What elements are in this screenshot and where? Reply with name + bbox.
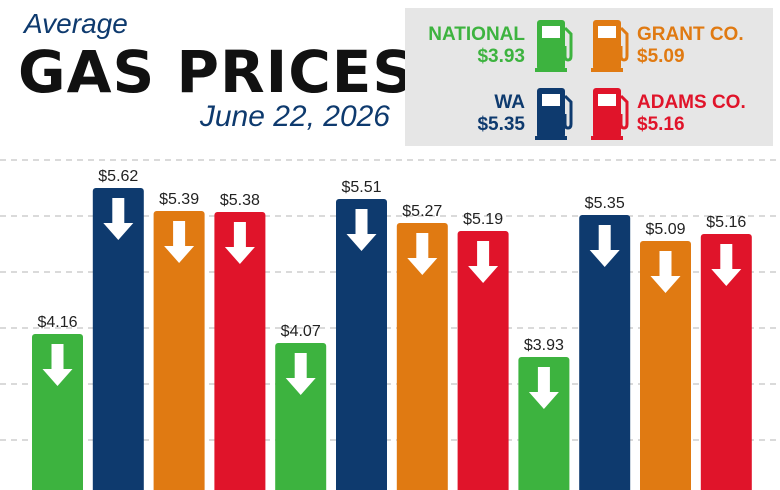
data-label: $4.07: [281, 323, 321, 340]
bar-group: $3.93: [518, 337, 570, 490]
bar: [92, 188, 144, 490]
bar: [396, 223, 448, 490]
legend-name: NATIONAL: [428, 24, 525, 45]
legend-price: $5.35: [477, 114, 525, 135]
down-arrow-icon: [346, 209, 377, 251]
bar-group: $4.16: [32, 314, 83, 490]
bar-group: $5.35: [579, 195, 631, 490]
title-block: Average GAS PRICES June 22, 2026: [14, 4, 414, 134]
bar-chart: $4.16 $5.62 $5.39 $5.38 $4.07 $5.51 $5.27 $5.19…: [0, 159, 780, 490]
gas-pump-icon: [535, 20, 573, 72]
data-label: $4.16: [37, 314, 77, 331]
data-label: $5.51: [341, 179, 381, 196]
down-arrow-icon: [224, 222, 255, 264]
data-label: $5.39: [159, 191, 199, 208]
down-arrow-icon: [42, 344, 73, 386]
down-arrow-icon: [164, 221, 195, 263]
bar: [518, 357, 570, 490]
down-arrow-icon: [650, 251, 681, 293]
bar: [579, 215, 631, 490]
legend: NATIONAL $3.93 GRANT CO. $5.09 WA $5.35 …: [405, 8, 773, 146]
data-label: $5.19: [463, 211, 503, 228]
data-label: $5.16: [706, 214, 746, 231]
down-arrow-icon: [711, 244, 742, 286]
bar-group: $5.27: [396, 203, 448, 490]
bar-group: $4.07: [275, 323, 327, 490]
legend-item-adams-co: ADAMS CO. $5.16: [589, 80, 773, 144]
data-label: $5.38: [220, 192, 260, 209]
down-arrow-icon: [407, 233, 438, 275]
data-label: $5.35: [585, 195, 625, 212]
bar-group: $5.39: [153, 191, 205, 490]
bar: [457, 231, 509, 490]
bar: [153, 211, 205, 490]
legend-name: ADAMS CO.: [637, 92, 746, 113]
gas-pump-icon: [591, 20, 629, 72]
data-label: $3.93: [524, 337, 564, 354]
bar-group: $5.38: [214, 192, 266, 490]
down-arrow-icon: [285, 353, 316, 395]
title-overline: Average: [24, 8, 128, 39]
bar-group: $5.16: [700, 214, 752, 490]
gas-pump-icon: [591, 88, 629, 140]
down-arrow-icon: [589, 225, 620, 267]
down-arrow-icon: [468, 241, 499, 283]
legend-item-grant-co: GRANT CO. $5.09: [589, 12, 773, 76]
page-title: GAS PRICES: [18, 38, 416, 106]
bar: [336, 199, 387, 490]
legend-price: $5.16: [637, 114, 685, 135]
legend-name: GRANT CO.: [637, 24, 744, 45]
legend-item-wa: WA $5.35: [405, 80, 589, 144]
bar: [32, 334, 83, 490]
legend-item-national: NATIONAL $3.93: [405, 12, 589, 76]
title-date: June 22, 2026: [199, 100, 390, 133]
gas-pump-icon: [535, 88, 573, 140]
down-arrow-icon: [528, 367, 559, 409]
bar-group: $5.09: [640, 221, 691, 490]
data-label: $5.27: [402, 203, 442, 220]
bar-group: $5.51: [336, 179, 387, 490]
bar: [214, 212, 266, 490]
data-label: $5.09: [645, 221, 685, 238]
bar-group: $5.62: [92, 168, 144, 490]
legend-price: $5.09: [637, 46, 685, 67]
bar-group: $5.19: [457, 211, 509, 490]
legend-name: WA: [494, 92, 525, 113]
legend-price: $3.93: [477, 46, 525, 67]
bar: [640, 241, 691, 490]
bars: $4.16 $5.62 $5.39 $5.38 $4.07 $5.51 $5.27 $5.19…: [32, 168, 752, 490]
data-label: $5.62: [98, 168, 138, 185]
down-arrow-icon: [103, 198, 134, 240]
bar: [700, 234, 752, 490]
